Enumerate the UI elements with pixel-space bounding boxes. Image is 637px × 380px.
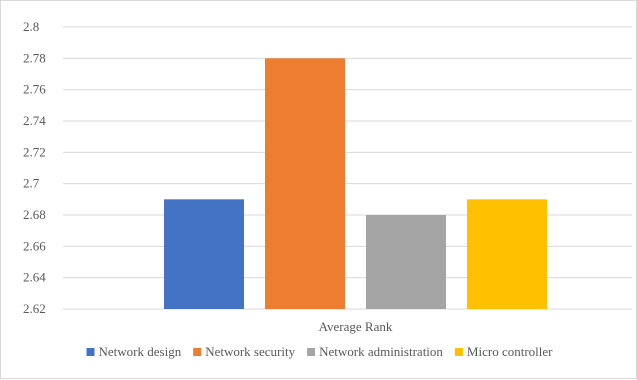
bar-network-security [265,58,345,310]
y-tick-label: 2.66 [23,238,46,253]
legend-label: Network security [205,344,295,359]
legend-label: Network administration [319,344,443,359]
bar-micro-controller [467,199,547,309]
legend-swatch [193,348,202,356]
bar-network-administration [366,215,446,309]
legend-item-network-security: Network security [193,344,296,359]
legend-label: Micro controller [467,344,553,359]
gridlines [63,26,632,310]
x-axis-category-label: Average Rank [319,319,393,334]
legend-swatch [86,348,95,356]
bar-network-design [164,199,244,309]
y-tick-label: 2.64 [23,270,46,285]
y-tick-label: 2.72 [23,144,46,159]
legend-swatch [454,348,463,356]
y-tick-label: 2.62 [23,301,46,316]
y-axis-tick-labels: 2.62 2.64 2.66 2.68 2.7 2.72 2.74 2.76 2.78 2.8 [23,19,46,316]
y-tick-label: 2.8 [23,19,39,34]
y-tick-label: 2.78 [23,50,46,65]
bars [164,58,547,310]
legend: Network design Network security Network ad… [86,344,553,359]
legend-item-network-administration: Network administration [307,344,443,359]
legend-item-micro-controller: Micro controller [454,344,553,359]
legend-label: Network design [99,344,182,359]
y-tick-label: 2.7 [23,176,40,191]
legend-item-network-design: Network design [86,344,182,359]
y-tick-label: 2.74 [23,113,46,128]
y-tick-label: 2.68 [23,207,46,222]
y-tick-label: 2.76 [23,82,46,97]
legend-swatch [307,348,316,356]
